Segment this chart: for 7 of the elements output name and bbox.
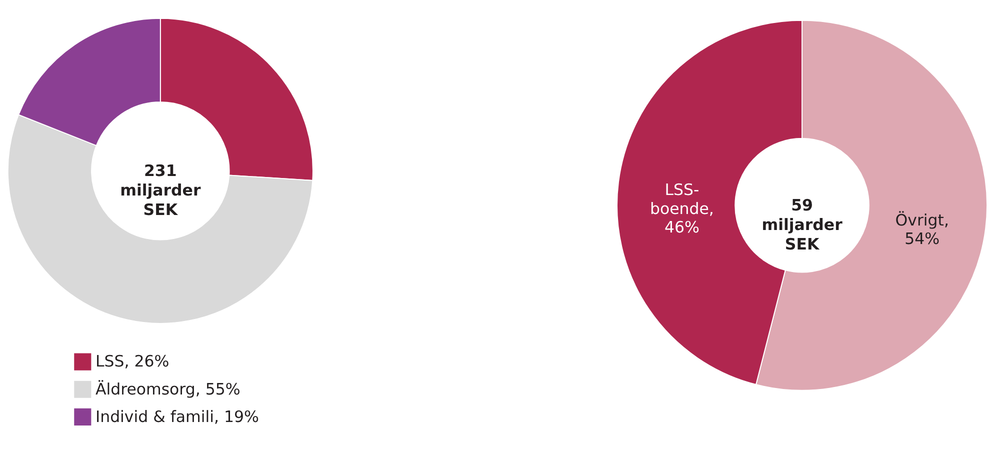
slice-label: Övrigt, 54%: [895, 210, 949, 248]
text: 59 miljarder SEK: [762, 195, 843, 254]
legend-label: Äldreomsorg, 55%: [95, 379, 240, 398]
slice-label: LSS-boende, 46%: [650, 180, 714, 236]
text: 231 miljarder SEK: [120, 160, 201, 220]
legend-label: LSS, 26%: [95, 352, 170, 371]
legend-label: Individ & famili, 19%: [95, 406, 260, 426]
